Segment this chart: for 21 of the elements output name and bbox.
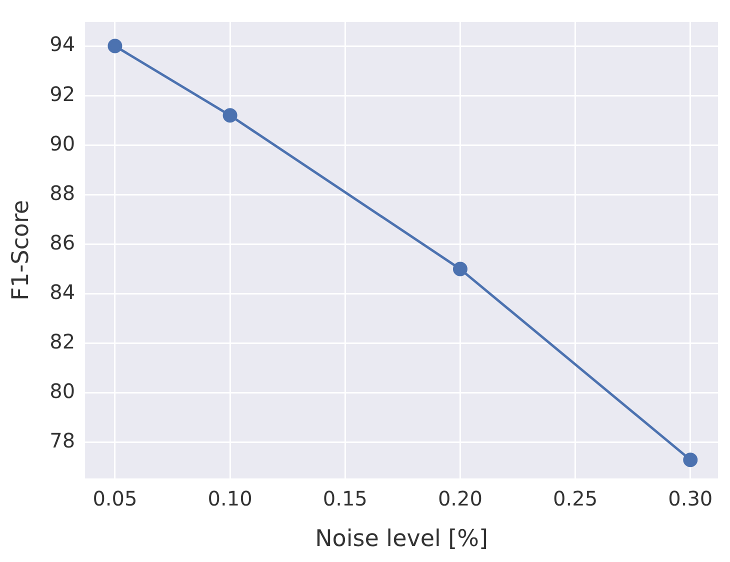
y-tick-label: 80 (50, 379, 76, 404)
point (452, 262, 468, 276)
y-tick-label: 78 (50, 428, 76, 453)
x-axis-title: Noise level [%] (315, 526, 488, 552)
y-tick-label: 92 (50, 82, 76, 106)
point (222, 108, 238, 123)
x-tick-label: 0.30 (668, 486, 713, 511)
y-tick-label: 84 (50, 280, 76, 304)
point (108, 38, 122, 54)
y-axis-title: F1-Score (8, 200, 34, 300)
y-tick-label: 82 (50, 330, 76, 354)
x-tick-label: 0.20 (438, 486, 482, 511)
y-tick-label: 86 (50, 230, 76, 254)
y-tick-label: 90 (50, 131, 76, 156)
x-tick-label: 0.05 (92, 486, 138, 511)
point (683, 452, 698, 468)
y-tick-label: 88 (50, 180, 76, 205)
y-tick-label: 94 (50, 32, 76, 56)
x-tick-label: 0.10 (208, 486, 252, 511)
x-tick-label: 0.15 (322, 486, 368, 511)
x-tick-label: 0.25 (553, 486, 598, 511)
